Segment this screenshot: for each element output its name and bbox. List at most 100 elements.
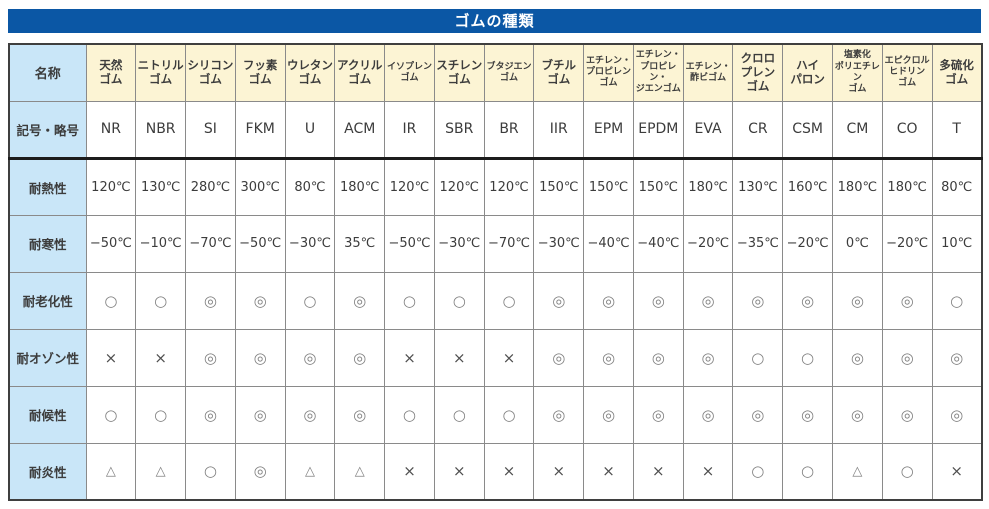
table-cell: ◎ <box>632 385 684 444</box>
table-cell: ◎ <box>682 385 734 444</box>
table-cell: ◎ <box>185 328 236 387</box>
table-cell: ○ <box>782 442 833 501</box>
table-cell: −40℃ <box>583 214 634 273</box>
table-cell: NBR <box>135 100 187 160</box>
table-cell: 80℃ <box>284 157 336 216</box>
table-cell: ○ <box>483 271 535 330</box>
table-cell: × <box>483 442 535 501</box>
table-cell: △ <box>334 442 386 501</box>
table-row-6: 耐炎性 △ △ ○ ◎ △ △ × × × × × × × ○ ○ △ ○ × <box>8 442 983 501</box>
column-header-16: エピクロル ヒドリン ゴム <box>881 43 933 102</box>
table-cell: EVA <box>682 100 734 160</box>
table-cell: △ <box>85 442 137 501</box>
table-cell: ◎ <box>533 328 585 387</box>
table-cell: ◎ <box>782 385 833 444</box>
column-header-1: ニトリル ゴム <box>135 43 187 102</box>
table-cell: −35℃ <box>732 214 784 273</box>
table-cell: ◎ <box>583 328 634 387</box>
table-cell: 80℃ <box>931 157 983 216</box>
table-cell: 180℃ <box>881 157 933 216</box>
column-header-6: イソプレン ゴム <box>384 43 435 102</box>
table-cell: ○ <box>384 385 435 444</box>
table-cell: × <box>384 328 435 387</box>
row-label-6: 耐炎性 <box>8 442 87 501</box>
table-cell: ◎ <box>185 271 236 330</box>
table-cell: ○ <box>284 271 336 330</box>
table-cell: × <box>85 328 137 387</box>
table-cell: 150℃ <box>533 157 585 216</box>
column-header-17: 多硫化 ゴム <box>931 43 983 102</box>
table-cell: ◎ <box>831 328 883 387</box>
table-cell: T <box>931 100 983 160</box>
row-label-0: 記号・略号 <box>8 100 87 160</box>
page-title: ゴムの種類 <box>454 12 535 30</box>
row-label-4: 耐オゾン性 <box>8 328 87 387</box>
corner-header: 名称 <box>8 43 87 102</box>
table-cell: × <box>483 328 535 387</box>
column-header-11: エチレン・ プロピレン・ ジエンゴム <box>632 43 684 102</box>
table-cell: ◎ <box>682 271 734 330</box>
table-row-5: 耐候性 ○ ○ ◎ ◎ ◎ ◎ ○ ○ ○ ◎ ◎ ◎ ◎ ◎ ◎ ◎ ◎ ◎ <box>8 385 983 444</box>
table-cell: SBR <box>433 100 485 160</box>
table-cell: −70℃ <box>185 214 236 273</box>
table-cell: −50℃ <box>234 214 286 273</box>
table-cell: ACM <box>334 100 386 160</box>
table-cell: 120℃ <box>433 157 485 216</box>
column-header-10: エチレン・ プロピレン ゴム <box>583 43 634 102</box>
table-cell: ○ <box>881 442 933 501</box>
table-cell: ◎ <box>234 442 286 501</box>
table-cell: ◎ <box>234 271 286 330</box>
table-cell: ○ <box>384 271 435 330</box>
table-row-0: 記号・略号 NR NBR SI FKM U ACM IR SBR BR IIR EPM EPDM EVA C… <box>8 100 983 160</box>
table-cell: −30℃ <box>533 214 585 273</box>
table-cell: 10℃ <box>931 214 983 273</box>
column-header-13: クロロ プレン ゴム <box>732 43 784 102</box>
table-cell: −30℃ <box>433 214 485 273</box>
column-header-9: ブチル ゴム <box>533 43 585 102</box>
table-cell: 120℃ <box>85 157 137 216</box>
table-cell: ◎ <box>732 271 784 330</box>
table-cell: ◎ <box>334 271 386 330</box>
table-cell: 120℃ <box>483 157 535 216</box>
column-header-7: スチレン ゴム <box>433 43 485 102</box>
table-cell: 300℃ <box>234 157 286 216</box>
table-cell: 120℃ <box>384 157 435 216</box>
table-cell: × <box>583 442 634 501</box>
table-cell: −70℃ <box>483 214 535 273</box>
table-cell: CSM <box>782 100 833 160</box>
table-cell: ◎ <box>533 385 585 444</box>
table-cell: ◎ <box>831 271 883 330</box>
table-cell: IR <box>384 100 435 160</box>
table-cell: ◎ <box>334 328 386 387</box>
table-cell: ◎ <box>284 328 336 387</box>
table-cell: FKM <box>234 100 286 160</box>
table-cell: ○ <box>732 442 784 501</box>
table-cell: ◎ <box>234 328 286 387</box>
table-cell: NR <box>85 100 137 160</box>
table-cell: △ <box>284 442 336 501</box>
table-cell: 180℃ <box>831 157 883 216</box>
table-cell: × <box>632 442 684 501</box>
table-cell: × <box>533 442 585 501</box>
column-header-3: フッ素 ゴム <box>234 43 286 102</box>
table-cell: ◎ <box>881 385 933 444</box>
table-cell: ○ <box>732 328 784 387</box>
table-cell: EPM <box>583 100 634 160</box>
table-cell: CM <box>831 100 883 160</box>
table-cell: × <box>931 442 983 501</box>
table-cell: 180℃ <box>682 157 734 216</box>
row-label-3: 耐老化性 <box>8 271 87 330</box>
table-cell: × <box>433 442 485 501</box>
table-cell: 35℃ <box>334 214 386 273</box>
table-cell: 130℃ <box>135 157 187 216</box>
table-cell: ○ <box>931 271 983 330</box>
table-cell: ◎ <box>583 385 634 444</box>
row-label-1: 耐熱性 <box>8 157 87 216</box>
table-cell: BR <box>483 100 535 160</box>
row-label-2: 耐寒性 <box>8 214 87 273</box>
table-cell: −10℃ <box>135 214 187 273</box>
table-cell: 150℃ <box>583 157 634 216</box>
column-header-4: ウレタン ゴム <box>284 43 336 102</box>
table-cell: ◎ <box>931 385 983 444</box>
